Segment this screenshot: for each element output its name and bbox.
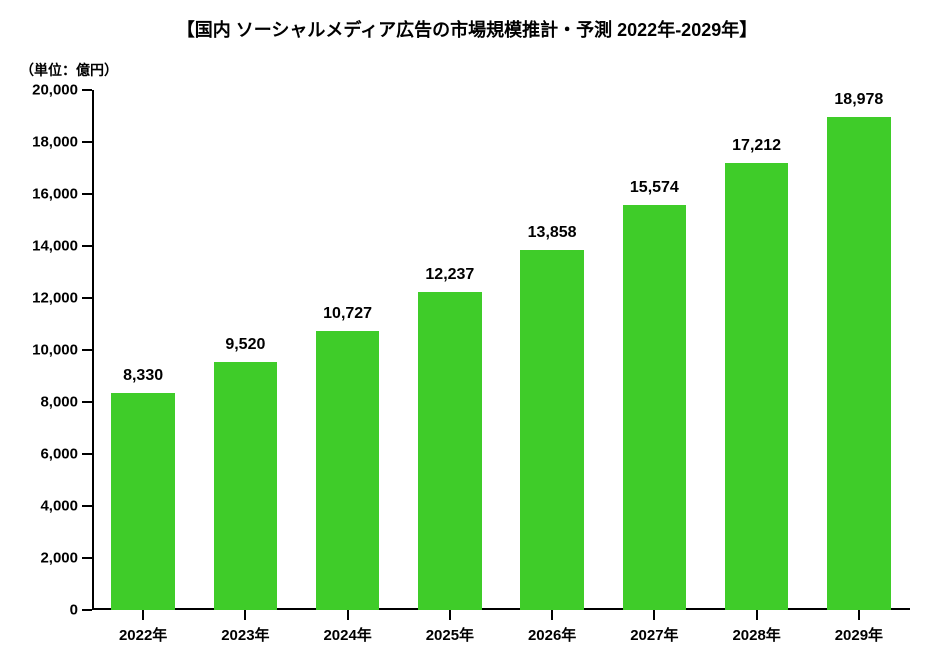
x-tick-label: 2026年 [528, 624, 576, 645]
x-tick-label: 2028年 [732, 624, 780, 645]
x-tick [756, 610, 758, 620]
y-tick-label: 18,000 [32, 134, 78, 151]
y-tick-label: 10,000 [32, 342, 78, 359]
x-tick-label: 2029年 [835, 624, 883, 645]
y-tick [82, 505, 92, 507]
x-tick [244, 610, 246, 620]
y-tick-label: 14,000 [32, 238, 78, 255]
y-tick-label: 12,000 [32, 290, 78, 307]
y-tick-label: 0 [70, 602, 78, 619]
bar-value-label: 12,237 [425, 266, 474, 284]
bar-value-label: 15,574 [630, 179, 679, 197]
x-tick-label: 2025年 [426, 624, 474, 645]
bar: 17,212 [725, 163, 788, 611]
x-tick-label: 2023年 [221, 624, 269, 645]
bar-value-label: 10,727 [323, 305, 372, 323]
x-tick-label: 2022年 [119, 624, 167, 645]
bar: 18,978 [827, 117, 890, 610]
y-tick [82, 557, 92, 559]
bar-value-label: 18,978 [834, 91, 883, 109]
bar: 15,574 [623, 205, 686, 610]
y-tick-label: 20,000 [32, 82, 78, 99]
x-tick-label: 2024年 [323, 624, 371, 645]
chart-unit-label: （単位：億円） [20, 60, 118, 80]
y-tick [82, 609, 92, 611]
y-tick [82, 89, 92, 91]
x-tick [449, 610, 451, 620]
y-tick [82, 141, 92, 143]
y-tick [82, 453, 92, 455]
bar-value-label: 17,212 [732, 137, 781, 155]
y-tick [82, 349, 92, 351]
x-tick [653, 610, 655, 620]
y-tick [82, 401, 92, 403]
x-tick [551, 610, 553, 620]
y-axis-line [92, 90, 94, 610]
bar: 10,727 [316, 331, 379, 610]
bar-value-label: 8,330 [123, 367, 163, 385]
y-tick-label: 2,000 [40, 550, 78, 567]
bar: 8,330 [111, 393, 174, 610]
chart-container: 【国内 ソーシャルメディア広告の市場規模推計・予測 2022年-2029年】 （… [0, 0, 934, 672]
x-tick [347, 610, 349, 620]
x-tick [142, 610, 144, 620]
x-tick [858, 610, 860, 620]
y-tick-label: 8,000 [40, 394, 78, 411]
y-tick-label: 6,000 [40, 446, 78, 463]
y-tick [82, 297, 92, 299]
bar: 13,858 [520, 250, 583, 610]
y-tick [82, 193, 92, 195]
bar-value-label: 9,520 [225, 336, 265, 354]
x-tick-label: 2027年 [630, 624, 678, 645]
y-tick-label: 16,000 [32, 186, 78, 203]
bar-value-label: 13,858 [528, 224, 577, 242]
bar: 12,237 [418, 292, 481, 610]
chart-title: 【国内 ソーシャルメディア広告の市場規模推計・予測 2022年-2029年】 [0, 16, 934, 42]
bar: 9,520 [214, 362, 277, 610]
y-tick-label: 4,000 [40, 498, 78, 515]
chart-plot-area: 02,0004,0006,0008,00010,00012,00014,0001… [92, 90, 910, 610]
y-tick [82, 245, 92, 247]
